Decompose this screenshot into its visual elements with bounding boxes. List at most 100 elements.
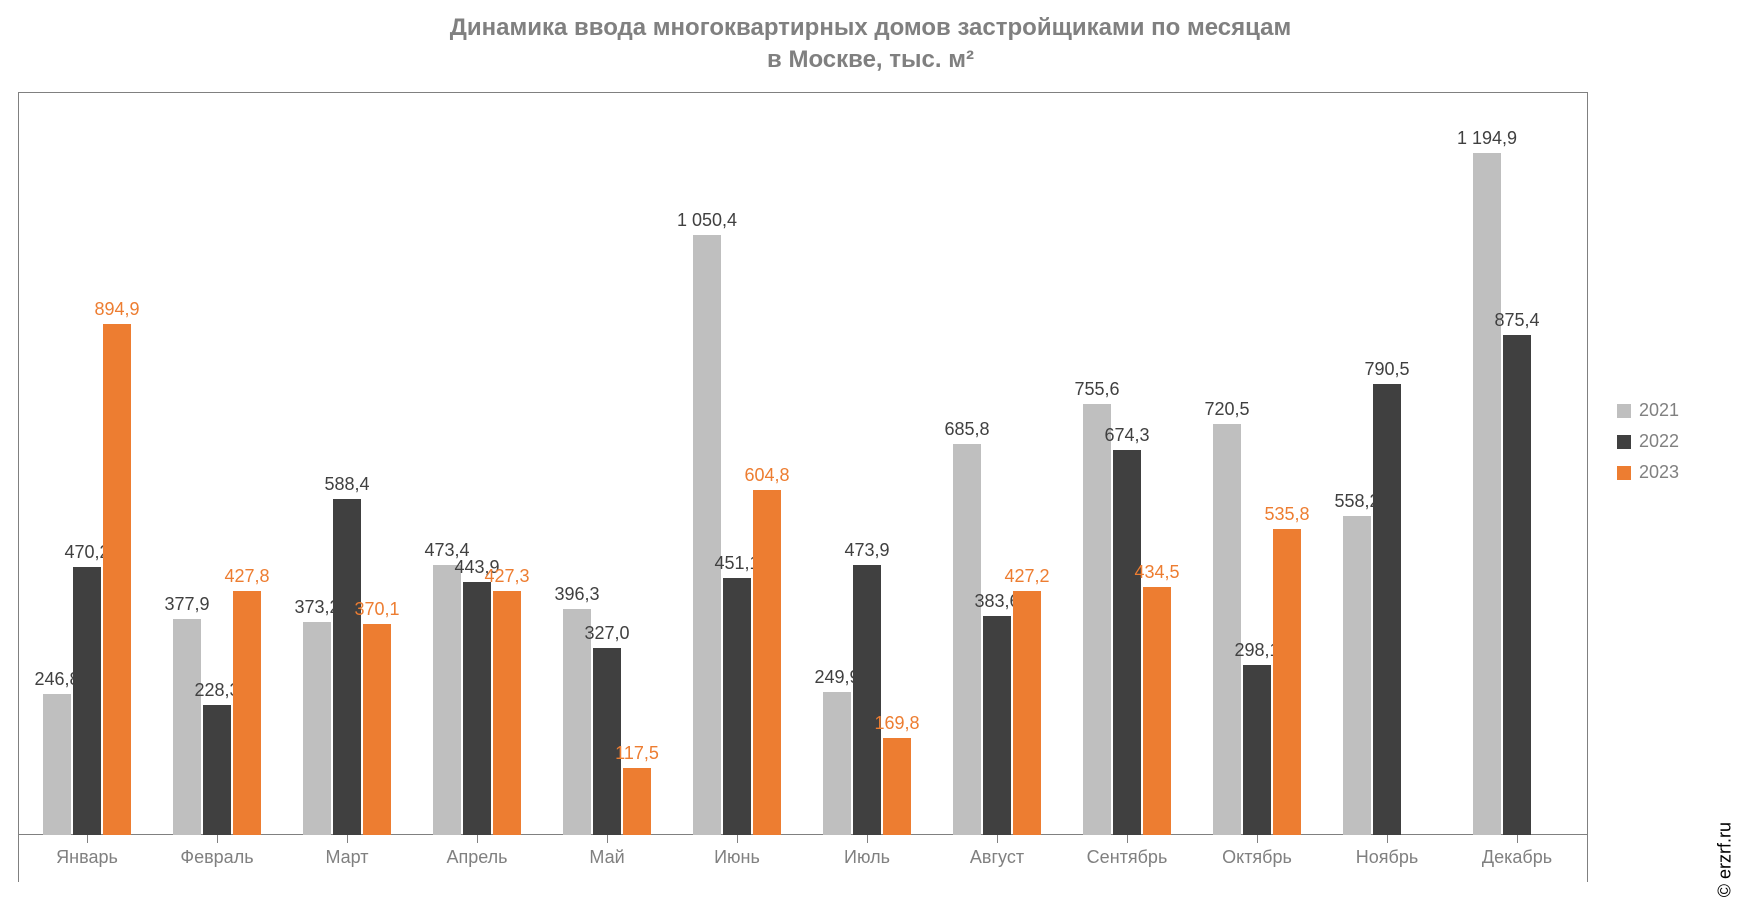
x-axis: ЯнварьФевральМартАпрельМайИюньИюльАвгуст… bbox=[19, 835, 1587, 883]
bar-value-label: 434,5 bbox=[1134, 562, 1179, 583]
x-tick bbox=[1257, 835, 1258, 843]
x-tick bbox=[1517, 835, 1518, 843]
bar-group: 1 194,9875,4 bbox=[1473, 153, 1561, 835]
bar-2023: 427,8 bbox=[233, 591, 261, 835]
bar-value-label: 720,5 bbox=[1204, 399, 1249, 420]
bar bbox=[983, 616, 1011, 835]
bar-2023: 169,8 bbox=[883, 738, 911, 835]
bar-2021: 473,4 bbox=[433, 565, 461, 835]
bar-value-label: 588,4 bbox=[324, 474, 369, 495]
bar-2021: 720,5 bbox=[1213, 424, 1241, 835]
x-axis-label: Январь bbox=[56, 847, 118, 868]
bar-value-label: 1 050,4 bbox=[677, 210, 737, 231]
bar bbox=[203, 705, 231, 835]
x-axis-label: Декабрь bbox=[1482, 847, 1552, 868]
bar bbox=[333, 499, 361, 835]
bar-2022: 327,0 bbox=[593, 648, 621, 835]
x-axis-label: Июнь bbox=[714, 847, 760, 868]
bar-2022: 790,5 bbox=[1373, 384, 1401, 835]
x-tick bbox=[867, 835, 868, 843]
bar bbox=[1243, 665, 1271, 835]
x-axis-label: Октябрь bbox=[1222, 847, 1292, 868]
bar bbox=[1503, 335, 1531, 835]
bar-group: 249,9473,9169,8 bbox=[823, 565, 911, 835]
x-tick bbox=[737, 835, 738, 843]
bar-value-label: 427,3 bbox=[484, 566, 529, 587]
bar-group: 377,9228,3427,8 bbox=[173, 591, 261, 835]
bar bbox=[463, 582, 491, 835]
bar-2022: 228,3 bbox=[203, 705, 231, 835]
bar bbox=[73, 567, 101, 835]
bar bbox=[753, 490, 781, 835]
bar bbox=[103, 324, 131, 835]
x-axis-label: Май bbox=[589, 847, 624, 868]
bar-2022: 443,9 bbox=[463, 582, 491, 835]
x-axis-label: Апрель bbox=[446, 847, 507, 868]
bar-2022: 875,4 bbox=[1503, 335, 1531, 835]
legend-item: 2022 bbox=[1617, 431, 1679, 452]
x-axis-label: Август bbox=[970, 847, 1024, 868]
bar-group: 558,2790,5 bbox=[1343, 384, 1431, 835]
bar-value-label: 427,8 bbox=[224, 566, 269, 587]
legend-label: 2021 bbox=[1639, 400, 1679, 421]
x-tick bbox=[607, 835, 608, 843]
bar-value-label: 327,0 bbox=[584, 623, 629, 644]
x-tick bbox=[347, 835, 348, 843]
bar-2021: 558,2 bbox=[1343, 516, 1371, 835]
bar bbox=[43, 694, 71, 835]
bar-value-label: 674,3 bbox=[1104, 425, 1149, 446]
bar-2023: 117,5 bbox=[623, 768, 651, 835]
bar bbox=[853, 565, 881, 835]
bar-2023: 604,8 bbox=[753, 490, 781, 835]
bar-2023: 434,5 bbox=[1143, 587, 1171, 835]
x-axis-label: Июль bbox=[844, 847, 890, 868]
bar bbox=[233, 591, 261, 835]
bar bbox=[1473, 153, 1501, 835]
bar-2021: 373,2 bbox=[303, 622, 331, 835]
bar-group: 373,2588,4370,1 bbox=[303, 499, 391, 835]
x-axis-label: Март bbox=[325, 847, 368, 868]
bar-2021: 249,9 bbox=[823, 692, 851, 835]
bar-value-label: 117,5 bbox=[615, 743, 659, 764]
bar bbox=[593, 648, 621, 835]
bar-value-label: 396,3 bbox=[554, 584, 599, 605]
bar bbox=[1343, 516, 1371, 835]
bar-2022: 588,4 bbox=[333, 499, 361, 835]
bar-2021: 1 050,4 bbox=[693, 235, 721, 835]
bar bbox=[1113, 450, 1141, 835]
bar-group: 755,6674,3434,5 bbox=[1083, 404, 1171, 835]
bar bbox=[623, 768, 651, 835]
bar bbox=[1083, 404, 1111, 835]
bar-2022: 451,1 bbox=[723, 578, 751, 835]
bar-value-label: 535,8 bbox=[1264, 504, 1309, 525]
bar bbox=[693, 235, 721, 835]
bar-2023: 427,2 bbox=[1013, 591, 1041, 835]
bar bbox=[303, 622, 331, 835]
bar bbox=[883, 738, 911, 835]
chart-title-line2: в Москве, тыс. м² bbox=[0, 44, 1741, 76]
bar-value-label: 1 194,9 bbox=[1457, 128, 1517, 149]
x-tick bbox=[87, 835, 88, 843]
copyright-label: © erzrf.ru bbox=[1714, 822, 1735, 897]
bar-2022: 470,2 bbox=[73, 567, 101, 835]
bar bbox=[1373, 384, 1401, 835]
bar bbox=[723, 578, 751, 835]
bar-2021: 377,9 bbox=[173, 619, 201, 835]
legend-swatch bbox=[1617, 435, 1631, 449]
bar-2021: 1 194,9 bbox=[1473, 153, 1501, 835]
chart-bars-container: 246,8470,2894,9377,9228,3427,8373,2588,4… bbox=[19, 93, 1587, 835]
bar-value-label: 894,9 bbox=[94, 299, 139, 320]
bar bbox=[173, 619, 201, 835]
bar-2022: 473,9 bbox=[853, 565, 881, 835]
bar-2023: 535,8 bbox=[1273, 529, 1301, 835]
legend-label: 2023 bbox=[1639, 462, 1679, 483]
chart-title-line1: Динамика ввода многоквартирных домов зас… bbox=[0, 12, 1741, 44]
bar-value-label: 604,8 bbox=[744, 465, 789, 486]
legend-swatch bbox=[1617, 466, 1631, 480]
bar bbox=[823, 692, 851, 835]
legend-label: 2022 bbox=[1639, 431, 1679, 452]
bar-2022: 383,6 bbox=[983, 616, 1011, 835]
x-tick bbox=[1127, 835, 1128, 843]
bar-2023: 894,9 bbox=[103, 324, 131, 835]
bar-value-label: 427,2 bbox=[1004, 566, 1049, 587]
